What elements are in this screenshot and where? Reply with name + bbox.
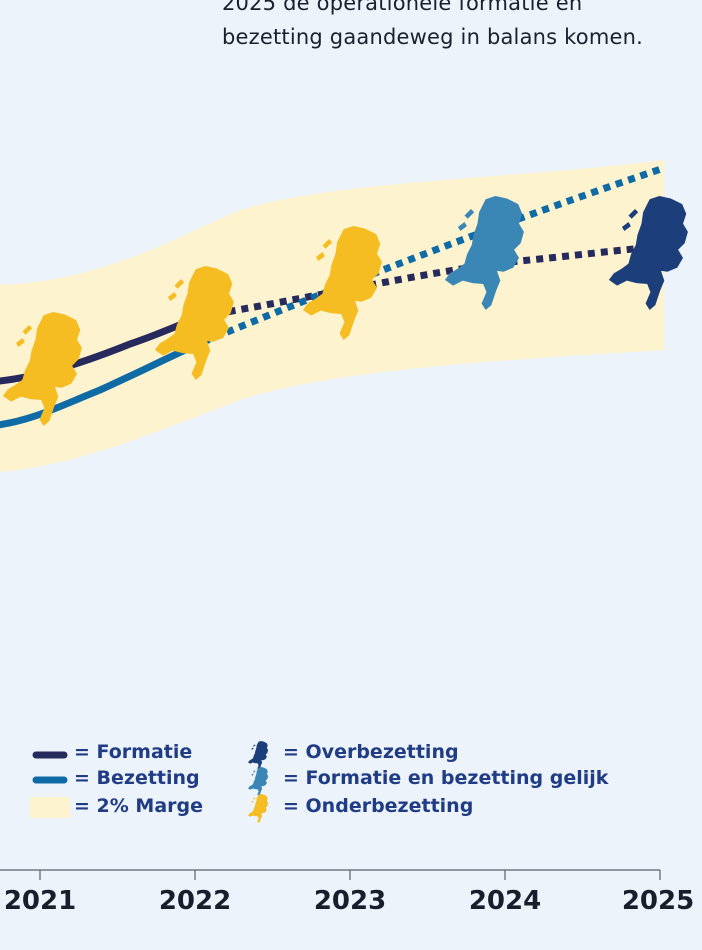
legend-onderbezetting-label: = Onderbezetting [283, 795, 474, 817]
x-tick-label-2025: 2025 [621, 886, 695, 916]
legend-formatie-label: = Formatie [74, 741, 193, 763]
legend-marge-label: = 2% Marge [74, 795, 203, 817]
bezetting-projected-line [201, 164, 666, 346]
legend-marge-swatch [30, 797, 70, 818]
margin-band [0, 160, 664, 472]
x-axis-ticks [39, 870, 661, 880]
bezetting-solid-line [0, 338, 207, 429]
x-tick-label-2022: 2022 [158, 886, 232, 916]
x-tick-label-2024: 2024 [468, 886, 542, 916]
legend-overbezetting-icon [248, 741, 269, 770]
legend-gelijk-icon [248, 767, 269, 796]
legend-overbezetting-label: = Overbezetting [283, 741, 459, 763]
legend-onderbezetting-icon [248, 794, 269, 823]
intro-line-2: bezetting gaandeweg in balans komen. [222, 25, 644, 49]
legend-bezetting-label: = Bezetting [74, 767, 200, 789]
x-tick-label-2023: 2023 [313, 886, 387, 916]
intro-line-1: 2025 de operationele formatie en [222, 0, 583, 15]
intro-text: 2025 de operationele formatie en bezetti… [222, 0, 702, 54]
x-tick-label-2021: 2021 [3, 886, 77, 916]
legend-gelijk-label: = Formatie en bezetting gelijk [283, 767, 609, 789]
